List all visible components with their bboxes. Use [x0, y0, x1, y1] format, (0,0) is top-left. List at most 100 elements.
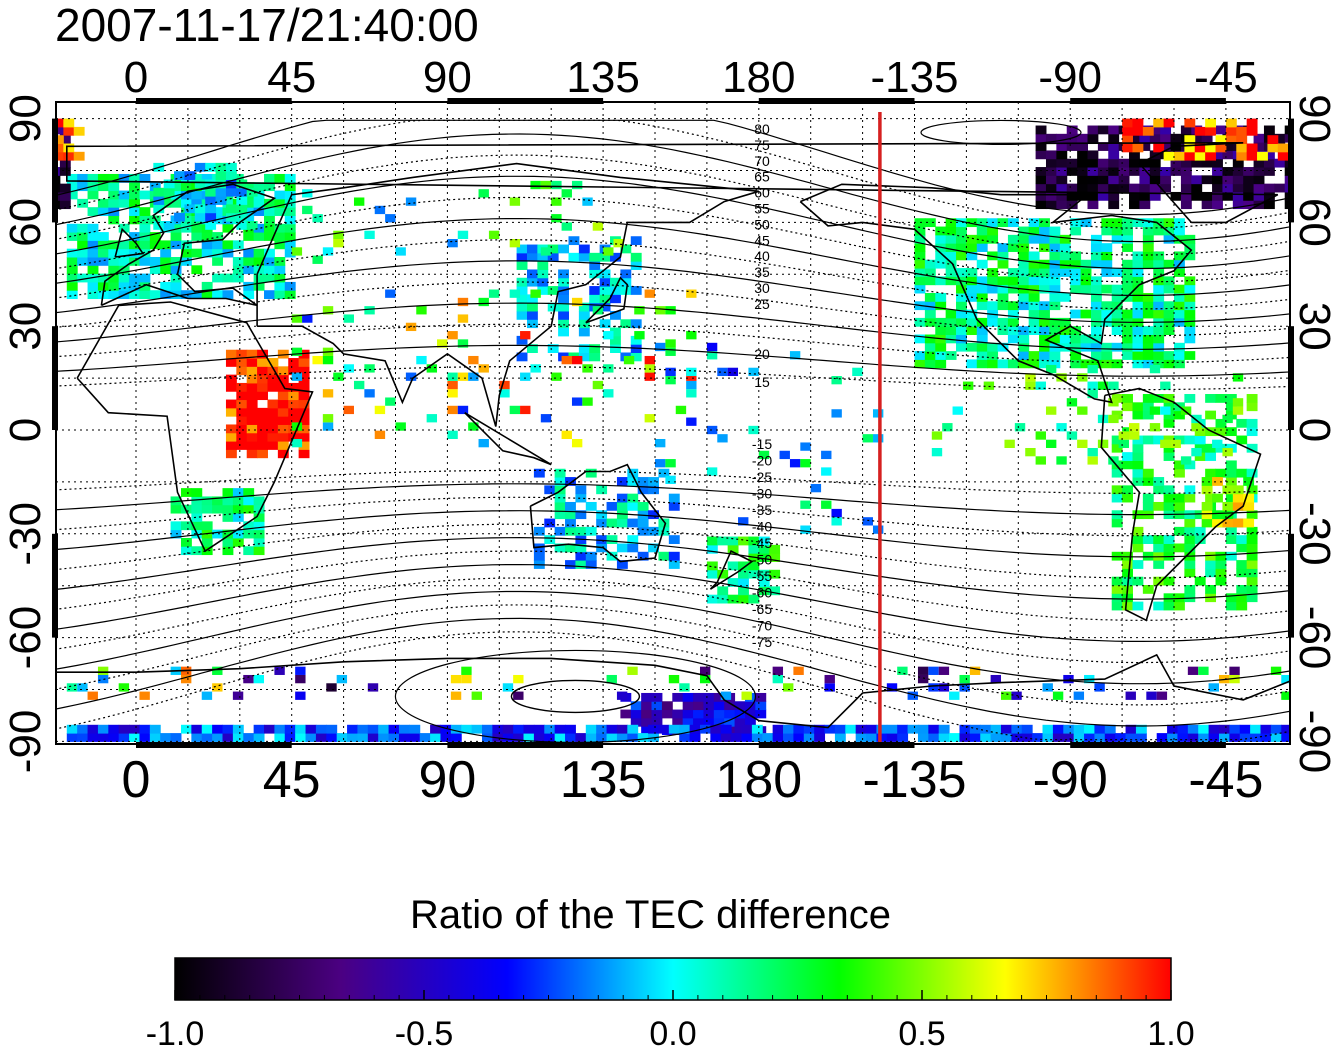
tec-pixel	[814, 733, 826, 742]
tec-pixel	[686, 372, 697, 381]
tec-pixel	[374, 205, 386, 215]
tec-pixel	[1184, 118, 1196, 128]
tec-pixel	[1232, 191, 1244, 201]
tec-pixel	[1232, 485, 1244, 495]
tec-pixel	[1039, 276, 1050, 286]
tec-pixel	[129, 240, 140, 250]
tec-pixel	[738, 594, 749, 604]
tec-pixel	[222, 504, 234, 514]
tec-pixel	[1184, 292, 1196, 302]
tec-pixel	[1132, 334, 1144, 344]
tec-pixel	[1225, 126, 1237, 136]
tec-pixel	[755, 701, 767, 711]
tec-pixel	[585, 501, 597, 511]
tec-pixel	[1049, 276, 1061, 286]
tec-pixel	[1243, 183, 1255, 193]
tec-pixel	[1077, 150, 1088, 160]
tec-pixel	[1122, 218, 1133, 228]
tec-pixel	[1184, 518, 1196, 528]
tec-region	[56, 118, 1290, 161]
tec-pixel	[1170, 133, 1182, 143]
tec-pixel	[1007, 234, 1019, 244]
tec-pixel	[77, 724, 89, 734]
tec-pixel	[374, 430, 386, 439]
tec-pixel	[1225, 468, 1237, 478]
tec-pixel	[77, 223, 89, 233]
tec-pixel	[526, 319, 538, 329]
tec-pixel	[232, 733, 244, 742]
tec-pixel	[236, 407, 248, 417]
lat-tick-label-left: 60	[1, 198, 50, 247]
tec-pixel	[1270, 733, 1282, 742]
contour-label: 35	[754, 264, 770, 280]
tec-pixel	[1028, 251, 1040, 261]
tec-pixel	[66, 265, 78, 275]
tec-pixel	[1212, 510, 1223, 520]
tec-pixel	[1149, 364, 1161, 374]
tec-pixel	[174, 171, 185, 180]
tec-pixel	[1077, 158, 1088, 168]
tec-pixel	[1236, 435, 1248, 445]
tec-pixel	[1129, 423, 1140, 432]
tec-pixel	[1184, 326, 1196, 336]
tec-pixel	[97, 198, 109, 208]
tec-pixel	[1111, 226, 1123, 236]
tec-pixel	[571, 355, 583, 365]
tec-pixel	[1001, 733, 1012, 742]
tec-pixel	[1274, 133, 1286, 143]
tec-pixel	[139, 223, 151, 233]
lat-tick-label-left: 30	[1, 302, 50, 351]
tec-pixel	[232, 496, 244, 506]
tec-pixel	[205, 179, 217, 189]
tec-pixel	[274, 198, 286, 208]
tec-pixel	[1212, 183, 1223, 193]
tec-pixel	[1080, 342, 1092, 352]
tec-pixel	[253, 198, 265, 208]
tec-pixel	[596, 535, 608, 544]
tec-pixel	[1115, 733, 1127, 742]
tec-pixel	[637, 526, 649, 536]
tec-pixel	[139, 248, 151, 258]
contour-label: -20	[752, 453, 772, 469]
tec-pixel	[1070, 259, 1082, 269]
tec-pixel	[118, 273, 130, 283]
tec-pixel	[727, 561, 739, 571]
tec-pixel	[641, 709, 653, 719]
tec-pixel	[616, 477, 628, 486]
tec-pixel	[1174, 151, 1185, 161]
tec-pixel	[526, 344, 538, 353]
tec-pixel	[610, 277, 621, 287]
tec-pixel	[1153, 576, 1165, 586]
tec-pixel	[1198, 666, 1209, 675]
tec-pixel	[1222, 501, 1234, 511]
tec-pixel	[741, 733, 753, 742]
tec-pixel	[924, 342, 936, 352]
tec-pixel	[1174, 593, 1185, 603]
tec-pixel	[212, 248, 223, 258]
tec-pixel	[225, 162, 237, 172]
tec-pixel	[191, 190, 203, 200]
tec-pixel	[686, 389, 697, 398]
tec-pixel	[1142, 309, 1154, 319]
tec-pixel	[655, 438, 666, 448]
tec-pixel	[1018, 301, 1030, 311]
tec-pixel	[180, 248, 192, 258]
tec-pixel	[976, 301, 988, 311]
tec-pixel	[1229, 674, 1240, 684]
axis-bar	[758, 742, 915, 748]
tec-pixel	[1045, 364, 1057, 374]
tec-pixel	[312, 355, 323, 365]
tec-pixel	[641, 692, 653, 702]
tec-pixel	[1039, 284, 1050, 294]
tec-pixel	[97, 666, 109, 675]
tec-pixel	[139, 240, 151, 250]
tec-pixel	[727, 578, 739, 587]
tec-pixel	[935, 317, 947, 327]
tec-pixel	[267, 382, 279, 392]
tec-pixel	[357, 724, 369, 734]
tec-pixel	[205, 196, 217, 205]
tec-pixel	[97, 674, 109, 684]
tec-pixel	[1225, 601, 1237, 611]
lat-tick-label-right: -60	[1290, 606, 1339, 670]
tec-region	[66, 173, 296, 300]
